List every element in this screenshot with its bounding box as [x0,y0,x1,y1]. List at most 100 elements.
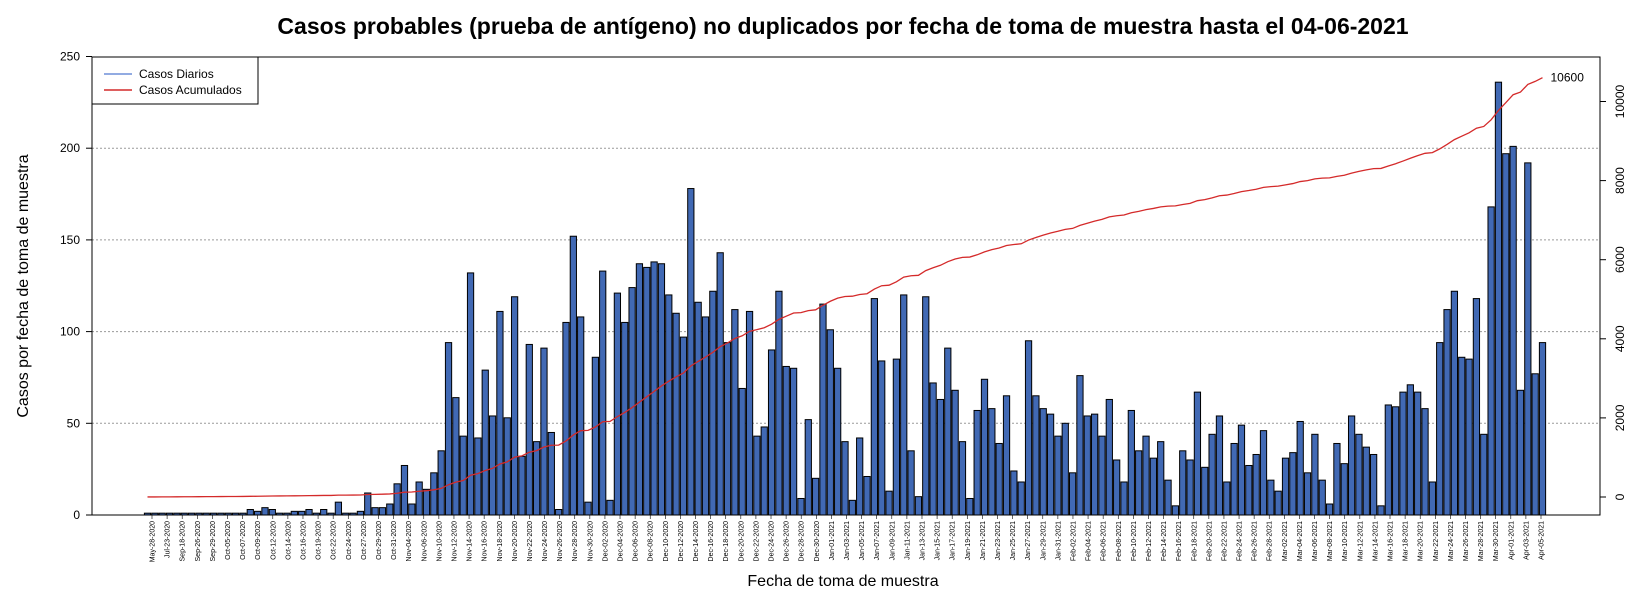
bar [503,417,511,516]
bar [452,397,460,516]
bar [782,365,790,516]
bar [797,497,805,516]
bar [767,349,776,516]
bar [1443,309,1451,516]
bar [1436,342,1444,516]
bar [1524,162,1532,516]
bar [518,455,526,516]
y2-tick-label: 6000 [1613,246,1627,273]
x-tick-label: Feb-06-2021 [1101,521,1108,561]
bar [1274,490,1282,516]
x-tick-label: Feb-28-2021 [1267,521,1274,561]
x-tick-label: Oct-31-2020 [391,521,398,560]
bar [1105,398,1113,516]
x-tick-label: Mar-24-2021 [1448,521,1455,561]
bar [1538,342,1547,516]
x-tick-label: Jan-23-2021 [995,521,1002,560]
x-tick-label: Jan-11-2021 [904,521,911,560]
bar [466,272,475,516]
bar [958,441,967,516]
bar [1487,206,1495,516]
bar [848,499,856,516]
x-tick-label: Dec-12-2020 [678,521,685,562]
bar [1281,457,1290,516]
x-tick-label: Nov-20-2020 [512,521,519,562]
x-tick-label: Oct-29-2020 [376,521,383,560]
x-tick-label: Oct-27-2020 [361,521,368,560]
x-tick-label: Dec-24-2020 [769,521,776,562]
bar [1259,430,1268,516]
bar [966,497,974,516]
x-tick-label: Oct-19-2020 [316,521,323,560]
x-tick-label: Jan-13-2021 [920,521,927,560]
bar [878,360,886,516]
x-tick-label: Feb-02-2021 [1071,521,1078,561]
bar [378,507,387,516]
y-tick-label: 200 [60,141,80,155]
bar [687,188,695,516]
x-tick-label: Jan-29-2021 [1040,521,1047,560]
y2-tick-label: 8000 [1613,167,1627,194]
bar [885,490,893,516]
bar [1392,406,1400,516]
y2-tick-label: 2000 [1613,404,1627,431]
bar [540,347,548,516]
bar [900,294,908,516]
bar [819,303,827,516]
x-tick-label: Dec-04-2020 [618,521,625,562]
bar [1010,470,1018,516]
bar [1252,453,1260,516]
bar [1193,391,1202,516]
y-tick-label: 250 [60,50,80,64]
bar [980,378,989,516]
y-axis-right: 0 2000 4000 6000 8000 10000 [1600,84,1627,500]
x-tick-label: Dec-22-2020 [753,521,760,562]
bar [268,509,276,516]
x-tick-label: Jan-01-2021 [829,521,836,560]
bar [474,437,482,516]
x-axis-label: Fecha de toma de muestra [747,573,938,590]
x-tick-label: Oct-07-2020 [240,521,247,560]
bar [533,441,541,516]
y-axis-left: 0 50 100 150 200 250 [60,50,92,522]
bar [723,342,732,516]
x-tick-label: Jan-21-2021 [980,521,987,560]
bar [1531,373,1539,516]
x-tick-label: Dec-06-2020 [633,521,640,562]
bar [1399,391,1407,516]
bar [1267,479,1275,516]
bar [408,503,416,516]
bar [525,343,533,516]
x-tick-label: Apr-01-2021 [1508,521,1515,560]
x-tick-label: Nov-16-2020 [482,521,489,562]
bar [298,510,306,516]
x-tick-label: Mar-14-2021 [1372,521,1379,561]
x-tick-label: Jan-31-2021 [1055,521,1062,560]
x-tick-label: Dec-10-2020 [663,521,670,562]
x-tick-label: Nov-22-2020 [527,521,534,562]
bar [400,464,409,516]
bar [1091,413,1099,516]
x-tick-label: Jan-03-2021 [844,521,851,560]
x-tick-label: Feb-26-2021 [1252,521,1259,561]
bar [261,507,269,516]
bar [246,509,254,516]
x-tick-label: Feb-04-2021 [1086,521,1093,561]
bar [1237,424,1246,516]
x-tick-label: Apr-03-2021 [1523,521,1530,560]
bar [1127,409,1135,516]
x-tick-label: May-28-2020 [150,521,157,562]
bar [745,310,754,516]
bar [1017,481,1025,516]
bar [907,450,915,516]
bar [1428,481,1436,516]
x-tick-label: Mar-18-2021 [1403,521,1410,561]
bar [635,263,644,516]
bar [444,342,453,516]
bar [716,252,724,516]
bar [1502,153,1510,516]
x-tick-label: Feb-20-2021 [1206,521,1213,561]
y2-tick-label: 10000 [1613,84,1627,118]
bar [775,290,783,516]
x-tick-label: Jan-05-2021 [859,521,866,560]
